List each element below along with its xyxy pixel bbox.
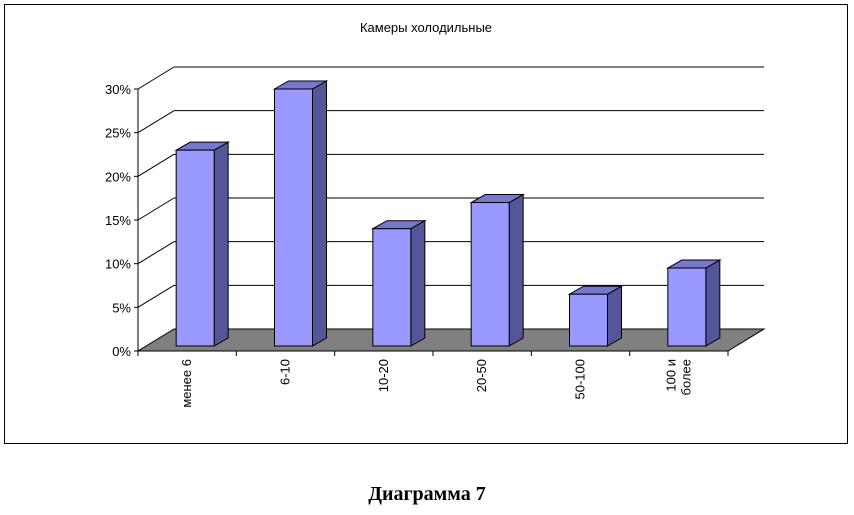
y-tick-label: 15% xyxy=(105,213,131,228)
y-tick-label: 20% xyxy=(105,169,131,184)
bar-front xyxy=(569,293,608,347)
bar xyxy=(469,193,526,347)
gridline-wall xyxy=(137,110,175,134)
x-category-label: 100 и xyxy=(663,359,678,392)
bar-front xyxy=(667,267,707,347)
gridline-wall xyxy=(137,284,175,308)
figure-caption: Диаграмма 7 xyxy=(368,483,486,505)
bar-side xyxy=(213,141,229,347)
x-category-labels: менее 6 6-10 10-20 20-50 50-100 100 и более xyxy=(179,359,693,408)
bar-front xyxy=(470,202,510,347)
gridlines xyxy=(137,66,764,308)
bar-side xyxy=(312,80,327,347)
chart-frame: Камеры холодильные 0% 5% 10% 15% 20% 25% 30% м… xyxy=(4,4,848,444)
bar-front xyxy=(372,228,412,347)
gridline-wall xyxy=(137,66,175,90)
axes xyxy=(134,88,729,356)
bar-side xyxy=(508,193,524,347)
x-category-label: менее 6 xyxy=(179,359,194,408)
y-tick-label: 10% xyxy=(105,257,131,272)
bar-side xyxy=(705,259,721,347)
y-tick-label: 25% xyxy=(105,126,131,141)
gridline-wall xyxy=(137,197,175,221)
gridline-wall xyxy=(137,153,175,177)
chart-svg: Камеры холодильные 0% 5% 10% 15% 20% 25% 30% м… xyxy=(105,20,766,408)
x-category-label: 20-50 xyxy=(474,359,489,392)
y-tick-label: 0% xyxy=(112,344,131,359)
bar xyxy=(272,80,329,347)
bar xyxy=(567,285,624,347)
y-tick-label: 5% xyxy=(112,300,131,315)
bars xyxy=(174,80,722,347)
bar-front xyxy=(175,149,215,347)
bar xyxy=(174,141,231,347)
y-tick-labels: 0% 5% 10% 15% 20% 25% 30% xyxy=(105,82,131,359)
x-category-label: более xyxy=(678,359,693,395)
x-category-label: 10-20 xyxy=(376,359,391,392)
x-category-label: 6-10 xyxy=(278,359,293,385)
y-tick-label: 30% xyxy=(105,82,131,97)
bar-side xyxy=(607,285,622,347)
bar-front xyxy=(274,88,313,347)
bar-side xyxy=(410,219,426,347)
bar xyxy=(370,219,427,347)
gridline-wall xyxy=(137,241,175,265)
chart-title: Камеры холодильные xyxy=(360,20,492,35)
bar xyxy=(665,259,722,347)
x-category-label: 50-100 xyxy=(573,359,588,399)
